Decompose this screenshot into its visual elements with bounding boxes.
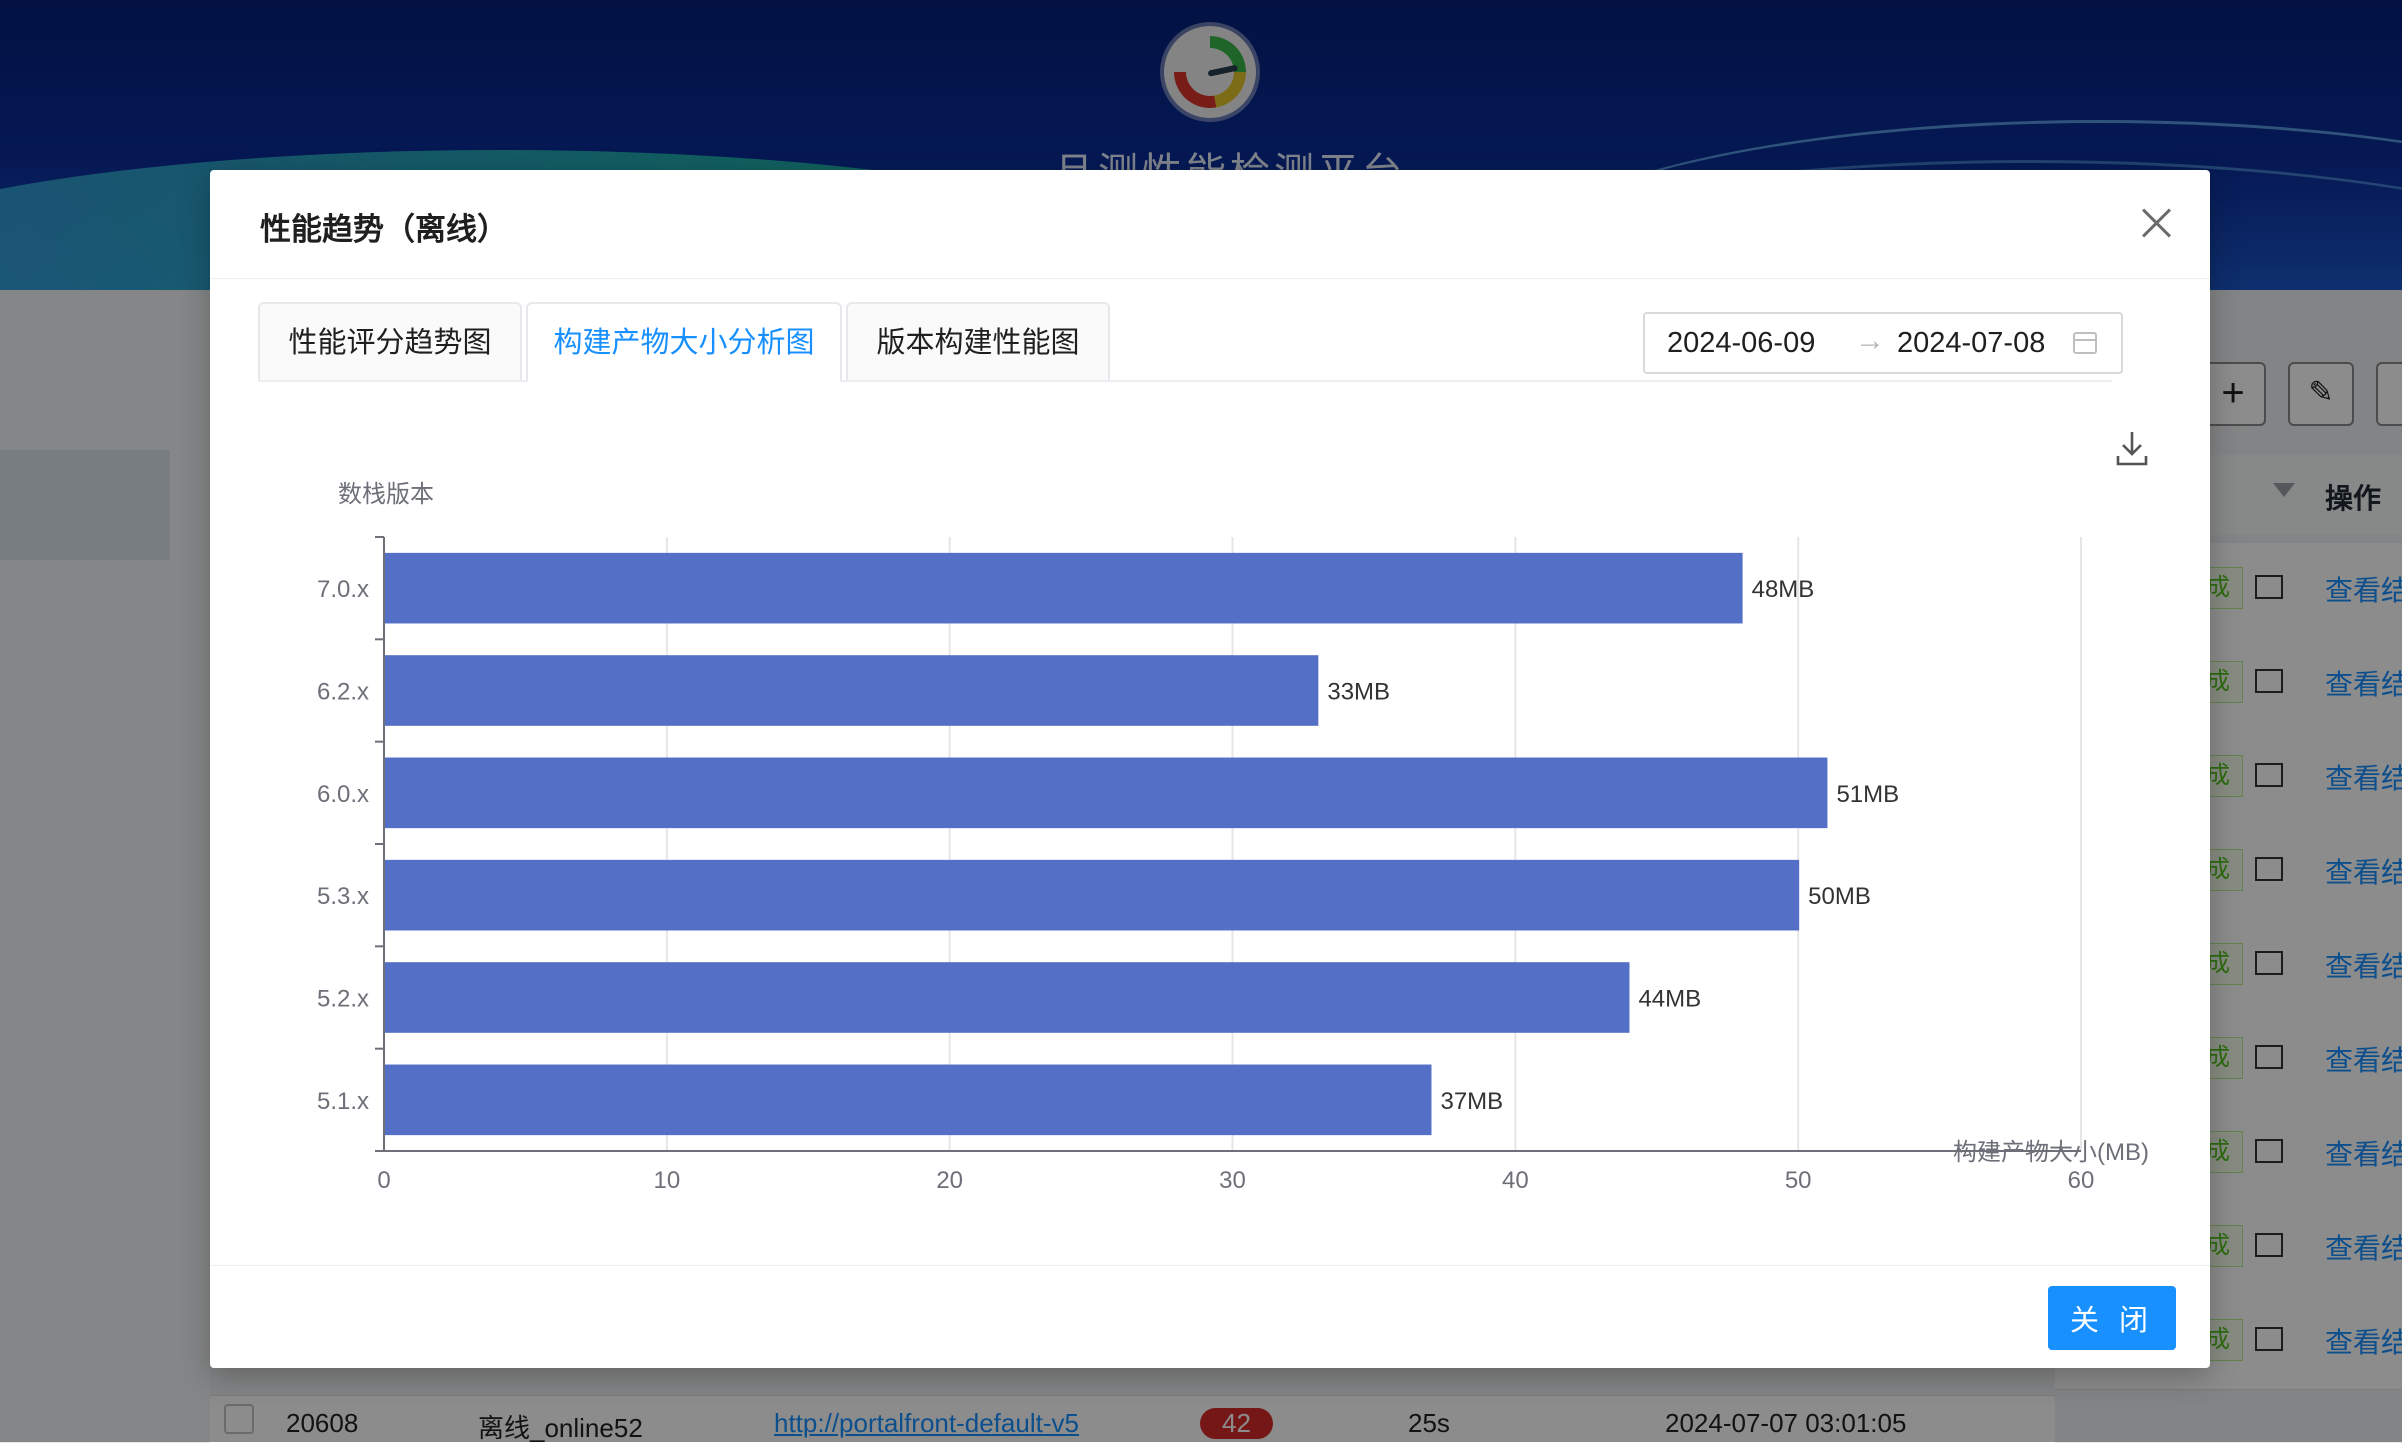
download-icon[interactable] — [2115, 428, 2149, 468]
x-tick-label: 40 — [1502, 1167, 1529, 1194]
view-result-link[interactable]: 查看结 — [2325, 669, 2402, 700]
status-tag: 成 — [2205, 661, 2243, 703]
row-time: 2024-07-07 03:01:05 — [1665, 1408, 1907, 1438]
table-row: 20608 离线_online52 http://portalfront-def… — [210, 1395, 2055, 1443]
x-tick-label: 30 — [1219, 1167, 1246, 1194]
view-result-link[interactable]: 查看结 — [2325, 1327, 2402, 1358]
row-url-link[interactable]: http://portalfront-default-v5 — [774, 1408, 1079, 1438]
chart-tabs: 性能评分趋势图 构建产物大小分析图 版本构建性能图 — [258, 302, 2112, 382]
x-axis-name: 构建产物大小(MB) — [1953, 1139, 2149, 1166]
status-tag: 成 — [2205, 1131, 2243, 1173]
row-env: 离线_online52 — [478, 1413, 643, 1443]
x-tick-label: 50 — [1785, 1167, 1812, 1194]
y-category-label: 6.2.x — [317, 679, 369, 706]
row-id: 20608 — [286, 1408, 359, 1438]
y-axis-name: 数栈版本 — [338, 481, 434, 508]
view-result-link[interactable]: 查看结 — [2325, 1139, 2402, 1170]
sidebar — [0, 290, 210, 1442]
image-icon[interactable] — [2255, 669, 2283, 693]
status-tag: 成 — [2205, 849, 2243, 891]
image-icon[interactable] — [2255, 1139, 2283, 1163]
image-icon[interactable] — [2255, 763, 2283, 787]
x-tick-label: 0 — [377, 1167, 390, 1194]
status-tag: 成 — [2205, 1037, 2243, 1079]
bar — [385, 757, 1828, 829]
bar-value-label: 33MB — [1327, 679, 1390, 706]
modal-footer: 关 闭 — [210, 1265, 2210, 1369]
y-category-label: 7.0.x — [317, 576, 369, 603]
image-icon[interactable] — [2255, 857, 2283, 881]
bundle-size-chart: 0 10 20 30 40 50 60 7.0.x 48MB 6.2.x 33MB 6.0.x 51MB… — [290, 470, 2190, 1410]
y-category-label: 5.1.x — [317, 1088, 369, 1115]
speedometer-logo-icon — [1164, 26, 1256, 118]
bar — [385, 655, 1319, 726]
range-end-date[interactable]: 2024-07-08 — [1897, 327, 2046, 359]
bar-value-label: 37MB — [1440, 1088, 1503, 1115]
x-tick-label: 60 — [2068, 1167, 2095, 1194]
bar — [385, 859, 1800, 931]
close-button[interactable]: 关 闭 — [2048, 1286, 2176, 1350]
view-result-link[interactable]: 查看结 — [2325, 575, 2402, 606]
status-tag: 成 — [2205, 755, 2243, 797]
image-icon[interactable] — [2255, 1233, 2283, 1257]
tab-build-performance[interactable]: 版本构建性能图 — [846, 302, 1110, 380]
x-tick-label: 10 — [653, 1167, 680, 1194]
add-button[interactable]: + — [2200, 362, 2266, 426]
row-score-badge: 42 — [1200, 1408, 1273, 1439]
modal-title: 性能趋势（离线） — [260, 212, 508, 247]
date-range-picker[interactable]: 2024-06-09 → 2024-07-08 — [1643, 312, 2123, 374]
filter-icon[interactable] — [2273, 483, 2295, 497]
bar — [385, 552, 1743, 624]
edit-button[interactable]: ✎ — [2288, 362, 2354, 426]
image-icon[interactable] — [2255, 1045, 2283, 1069]
tab-bundle-size[interactable]: 构建产物大小分析图 — [526, 302, 842, 382]
image-icon[interactable] — [2255, 575, 2283, 599]
view-result-link[interactable]: 查看结 — [2325, 857, 2402, 888]
x-tick-label: 20 — [936, 1167, 963, 1194]
row-checkbox[interactable] — [224, 1404, 254, 1434]
bar-value-label: 50MB — [1808, 883, 1871, 910]
chart-svg: 0 10 20 30 40 50 60 7.0.x 48MB 6.2.x 33MB 6.0.x 51MB… — [317, 481, 2149, 1194]
range-start-date[interactable]: 2024-06-09 — [1667, 327, 1816, 359]
status-tag: 成 — [2205, 943, 2243, 985]
close-icon[interactable] — [2140, 206, 2174, 240]
calendar-icon — [2073, 332, 2097, 354]
y-category-label: 5.2.x — [317, 986, 369, 1013]
bar — [385, 1064, 1432, 1136]
modal-header: 性能趋势（离线） — [210, 170, 2210, 279]
tab-score-trend[interactable]: 性能评分趋势图 — [258, 302, 522, 380]
sidebar-item-active[interactable] — [0, 450, 170, 560]
y-category-label: 5.3.x — [317, 883, 369, 910]
bar — [385, 962, 1630, 1033]
bar-value-label: 44MB — [1638, 986, 1701, 1013]
view-result-link[interactable]: 查看结 — [2325, 1045, 2402, 1076]
image-icon[interactable] — [2255, 951, 2283, 975]
export-button[interactable] — [2376, 362, 2402, 426]
status-tag: 成 — [2205, 1225, 2243, 1267]
bar-value-label: 51MB — [1836, 781, 1899, 808]
view-result-link[interactable]: 查看结 — [2325, 1233, 2402, 1264]
range-arrow-icon: → — [1855, 324, 1885, 357]
bar-value-label: 48MB — [1752, 576, 1815, 603]
row-duration: 25s — [1408, 1408, 1450, 1438]
column-header-action: 操作 — [2325, 483, 2382, 514]
view-result-link[interactable]: 查看结 — [2325, 951, 2402, 982]
view-result-link[interactable]: 查看结 — [2325, 763, 2402, 794]
performance-trend-modal: 性能趋势（离线） 性能评分趋势图 构建产物大小分析图 版本构建性能图 2024-… — [210, 170, 2210, 1368]
image-icon[interactable] — [2255, 1327, 2283, 1351]
y-category-label: 6.0.x — [317, 781, 369, 808]
